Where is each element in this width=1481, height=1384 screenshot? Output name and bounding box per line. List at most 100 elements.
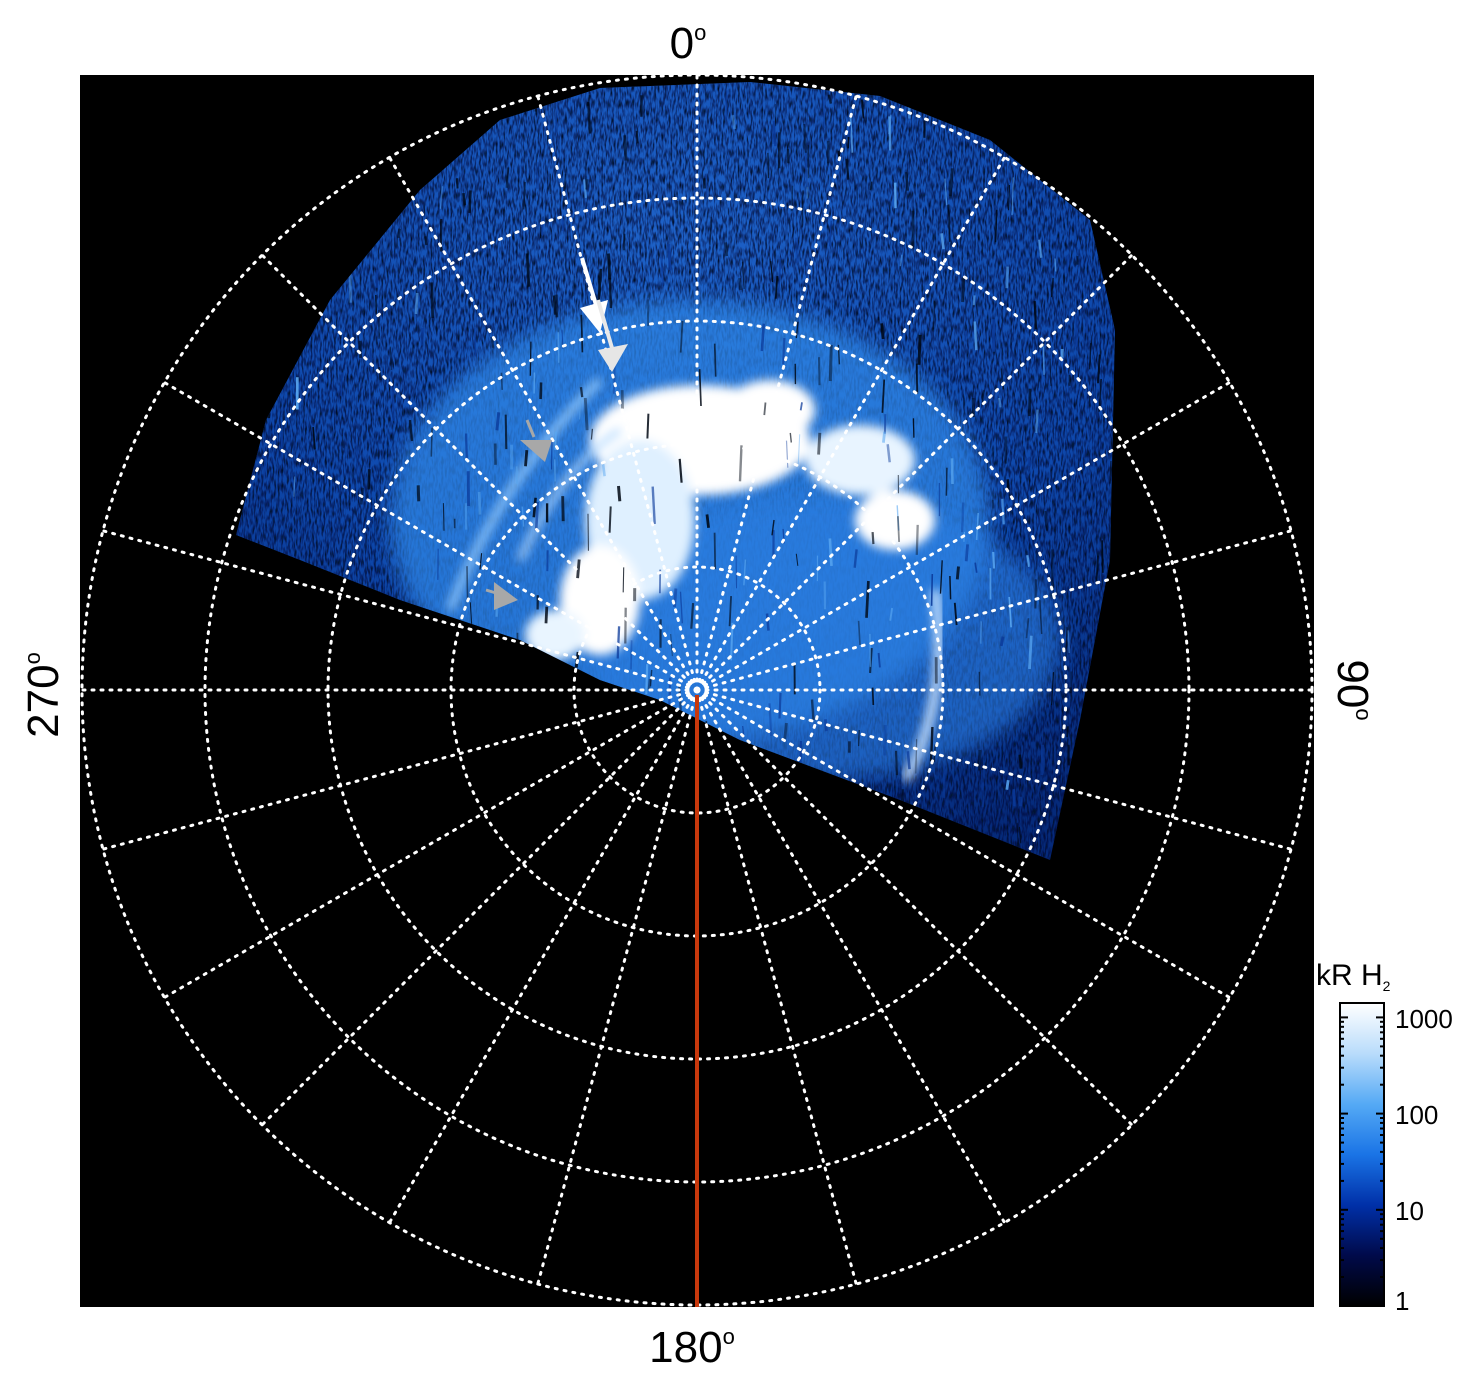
noise-streak xyxy=(882,431,886,443)
noise-streak xyxy=(964,544,969,562)
dawn-arc xyxy=(901,589,944,783)
noise-streak xyxy=(569,102,572,116)
noise-streak xyxy=(667,244,672,271)
noise-streak xyxy=(601,461,606,477)
noise-streak xyxy=(1095,555,1099,585)
noise-streak xyxy=(1017,251,1020,260)
noise-streak xyxy=(897,516,900,542)
noise-streak xyxy=(915,363,919,394)
grid-meridian xyxy=(695,688,1232,999)
noise-streak xyxy=(1033,301,1038,330)
noise-streak xyxy=(673,588,678,608)
noise-streak xyxy=(828,220,832,247)
noise-streak xyxy=(529,341,532,376)
noise-streak xyxy=(587,101,592,134)
noise-streak xyxy=(824,719,828,732)
noise-streak xyxy=(464,433,468,461)
noise-streak xyxy=(483,228,486,253)
noise-streak xyxy=(1059,710,1062,732)
noise-streak xyxy=(694,167,698,194)
noise-streak xyxy=(865,580,870,618)
noise-streak xyxy=(490,336,494,348)
noise-streak xyxy=(705,514,710,528)
noise-streak xyxy=(961,277,966,303)
noise-streak xyxy=(978,671,981,696)
noise-streak xyxy=(724,242,729,257)
noise-streak xyxy=(341,434,345,449)
noise-streak xyxy=(789,432,792,443)
noise-streak xyxy=(676,200,679,219)
noise-streak xyxy=(698,369,702,407)
noise-streak xyxy=(606,253,612,280)
noise-streak xyxy=(1027,457,1032,467)
noise-streak xyxy=(635,130,639,144)
noise-streak xyxy=(1039,600,1043,634)
noise-streak xyxy=(367,469,371,490)
noise-streak xyxy=(738,277,743,291)
noise-streak xyxy=(770,261,774,282)
noise-streak xyxy=(713,532,717,570)
noise-streak xyxy=(886,444,891,463)
grid-meridian xyxy=(695,381,1232,692)
noise-streak xyxy=(730,622,734,661)
noise-streak xyxy=(585,179,589,190)
noise-streak xyxy=(950,458,954,485)
noise-streak xyxy=(608,277,613,309)
noise-streak xyxy=(525,253,531,287)
noise-streak xyxy=(865,772,869,787)
noise-streak xyxy=(771,519,775,536)
noise-streak xyxy=(947,204,951,242)
noise-streak xyxy=(785,440,789,468)
colorbar-tick-10: 10 xyxy=(1395,1196,1424,1226)
noise-streak xyxy=(539,382,543,400)
noise-streak xyxy=(964,330,967,341)
grid-meridian xyxy=(162,381,699,692)
grey-arrow-1 xyxy=(520,419,552,462)
noise-streak xyxy=(896,505,900,531)
noise-streak xyxy=(583,397,589,431)
noise-streak xyxy=(725,90,728,120)
noise-streak xyxy=(651,486,656,524)
noise-streak xyxy=(1097,354,1101,384)
noise-streak xyxy=(1109,460,1112,484)
noise-streak xyxy=(822,90,826,129)
noise-streak xyxy=(430,427,433,457)
colorbar-tick-1000: 1000 xyxy=(1395,1004,1453,1034)
grid-meridian xyxy=(695,94,858,692)
noise-streak xyxy=(960,502,965,533)
noise-streak xyxy=(906,751,911,770)
noise-streak xyxy=(430,282,435,319)
noise-streak xyxy=(576,559,581,579)
noise-streak xyxy=(949,168,954,197)
label-180-deg: 180o xyxy=(649,1323,735,1372)
noise-streak xyxy=(293,476,296,497)
noise-streak xyxy=(871,532,875,545)
noise-streak xyxy=(679,591,683,624)
noise-streak xyxy=(474,328,477,357)
noise-streak xyxy=(424,236,428,246)
noise-streak xyxy=(608,506,612,533)
noise-streak xyxy=(953,602,958,626)
noise-streak xyxy=(949,575,952,600)
noise-streak xyxy=(728,596,732,627)
noise-streak xyxy=(917,334,922,365)
noise-streak xyxy=(973,321,978,351)
grid-meridian xyxy=(695,155,1006,692)
grey-arrow-2 xyxy=(485,582,518,610)
noise-streak xyxy=(1018,754,1023,769)
noise-streak xyxy=(954,170,957,194)
noise-streak xyxy=(1065,627,1068,659)
noise-streak xyxy=(763,402,767,416)
noise-streak xyxy=(1042,346,1045,375)
grid-meridian xyxy=(695,253,1134,692)
noise-streak xyxy=(414,292,419,315)
noise-streak xyxy=(817,432,822,455)
noise-streak xyxy=(858,729,860,747)
noise-streak xyxy=(1018,826,1022,844)
grid-meridian xyxy=(695,688,1293,851)
noise-streak xyxy=(1008,184,1011,211)
grid-meridian xyxy=(388,155,699,692)
noise-streak xyxy=(555,101,559,133)
noise-streak xyxy=(280,431,284,460)
